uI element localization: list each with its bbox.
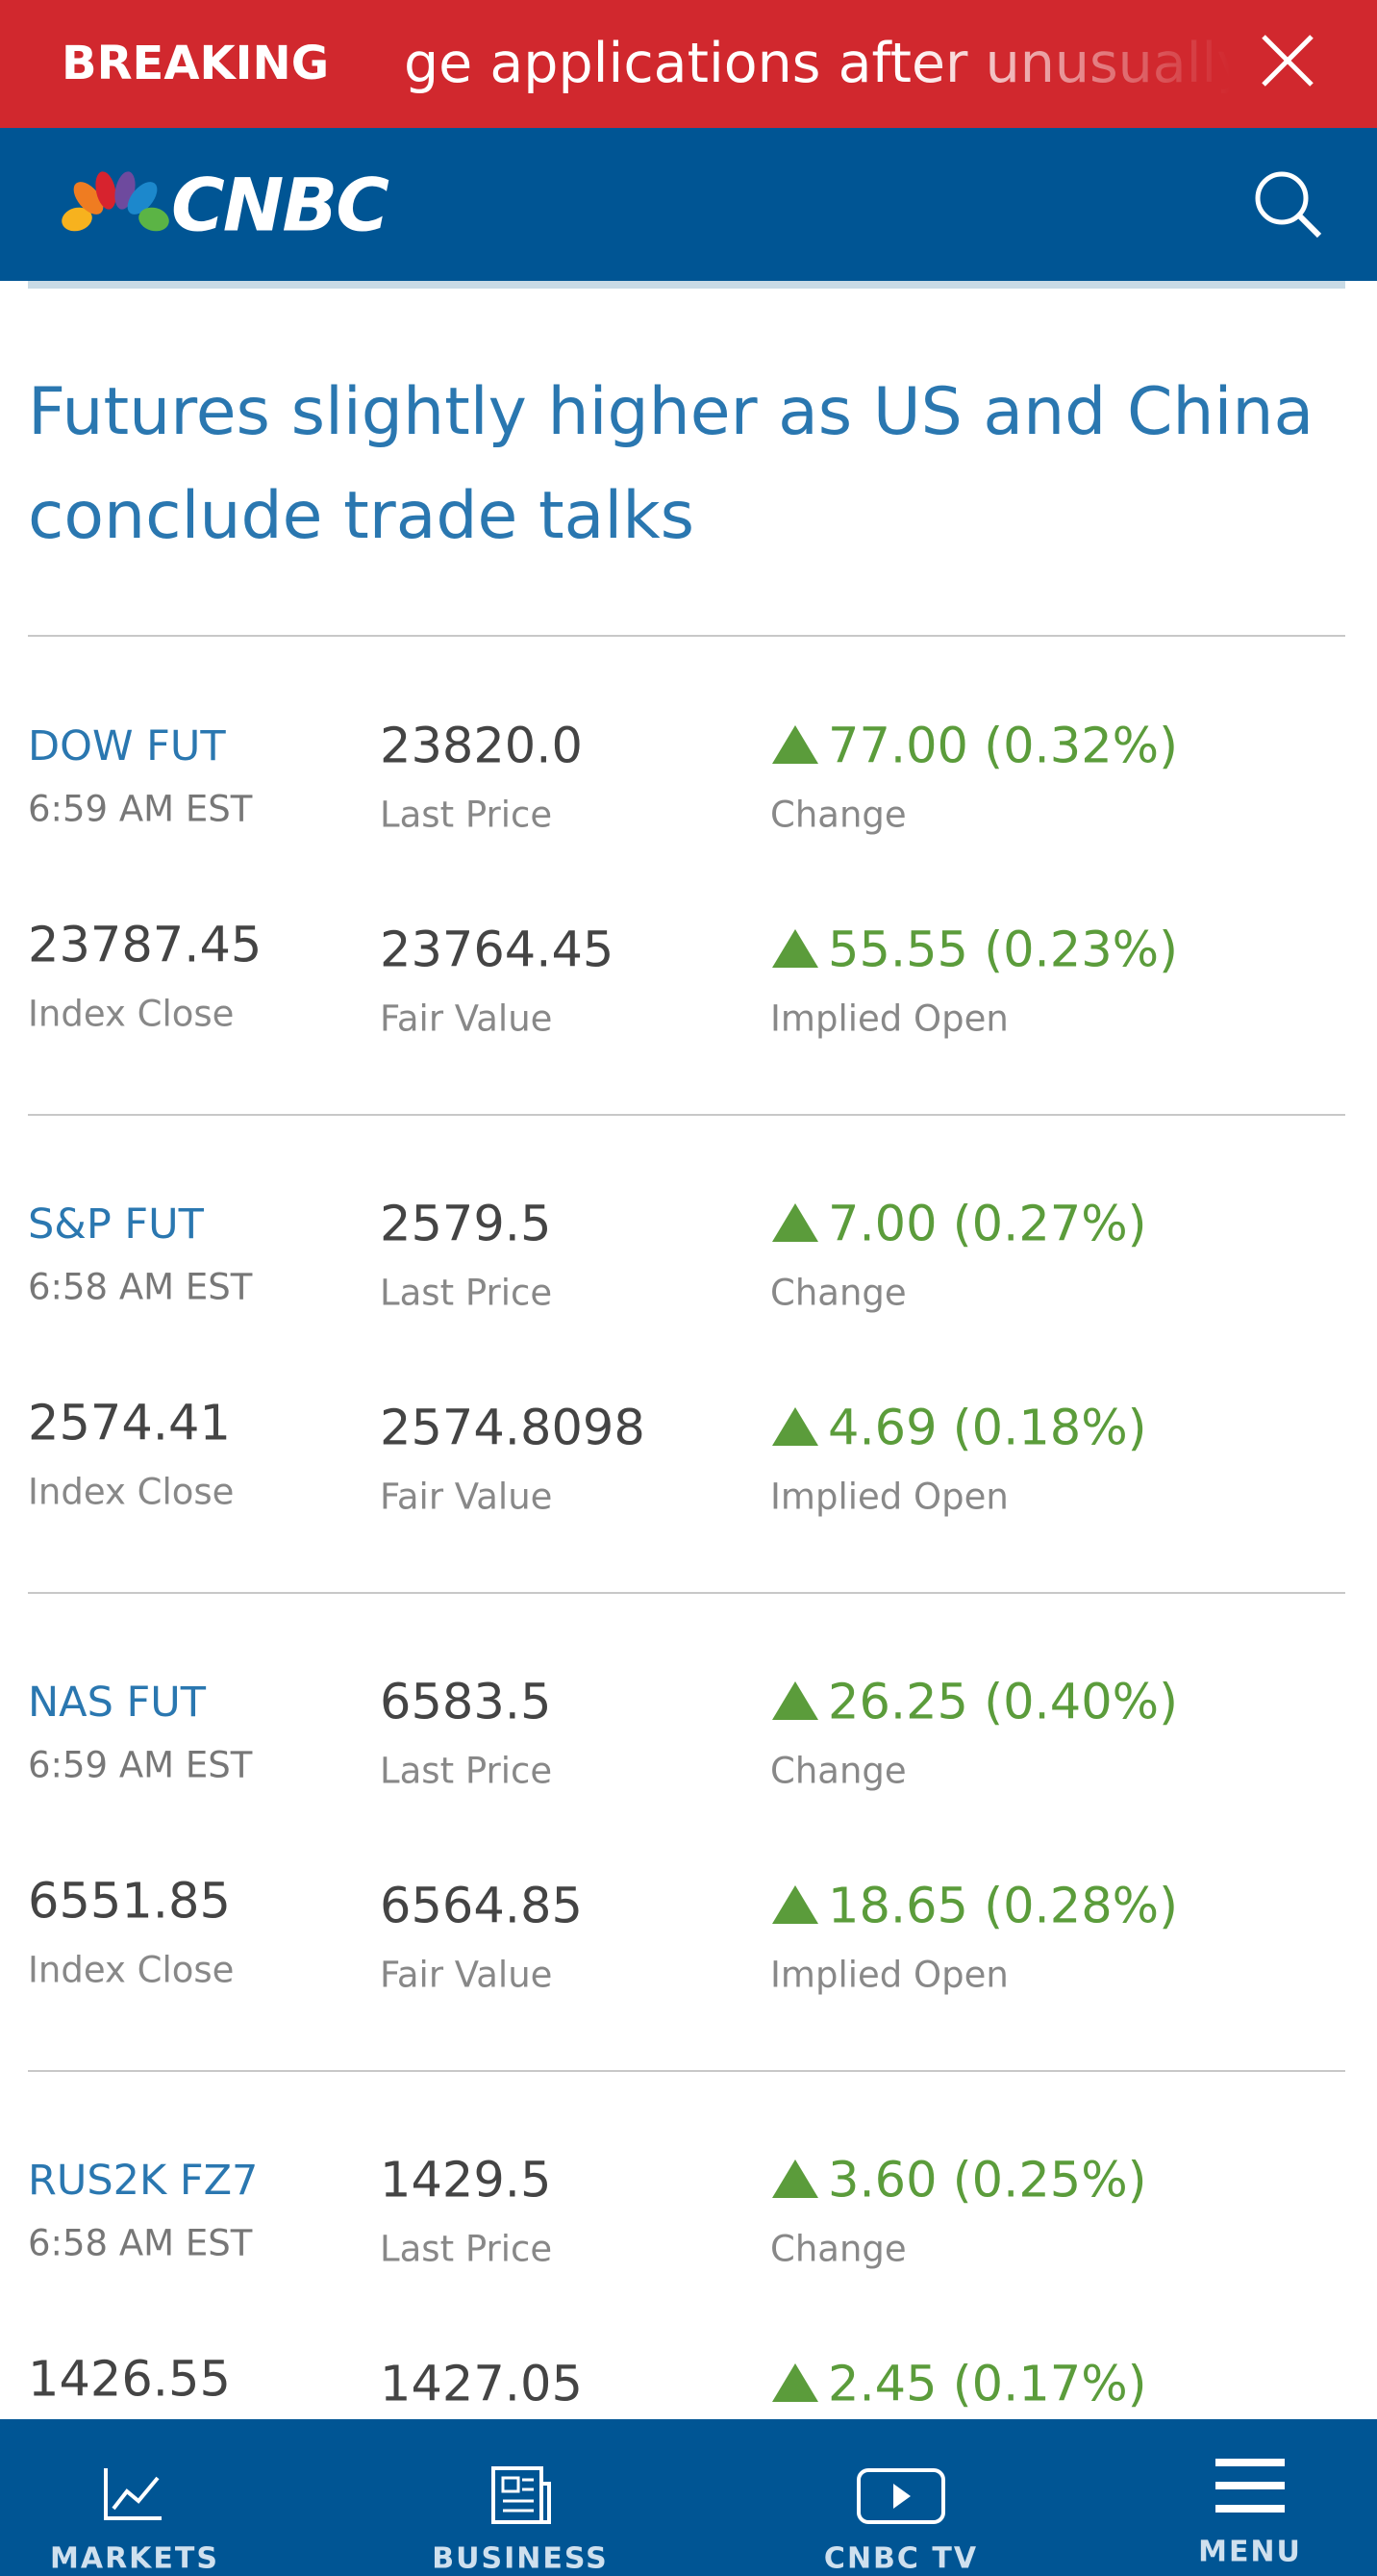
divider xyxy=(28,1114,1345,1116)
nav-label[interactable]: MARKETS xyxy=(50,2541,219,2576)
breaking-bar[interactable]: BREAKING ge applications after unusually xyxy=(0,0,1377,128)
last-price: 1429.5 xyxy=(380,2152,552,2210)
implied-open-label: Implied Open xyxy=(770,1476,1009,1518)
implied-open-label: Implied Open xyxy=(770,1954,1009,1996)
nav-icon xyxy=(104,2468,162,2520)
implied-open: 18.65 (0.28%) xyxy=(828,1878,1179,1935)
breaking-ticker: ge applications after unusually xyxy=(404,32,1231,95)
fair-value-label: Fair Value xyxy=(380,1954,553,1996)
up-arrow xyxy=(772,1203,818,1242)
change-label: Change xyxy=(770,1750,907,1792)
close-icon[interactable] xyxy=(1260,33,1315,88)
fair-value-label: Fair Value xyxy=(380,1476,553,1518)
up-arrow xyxy=(772,1885,818,1924)
index-close: 6551.85 xyxy=(28,1873,231,1931)
up-arrow xyxy=(772,2363,818,2402)
fair-value-label: Fair Value xyxy=(380,998,553,1040)
change: 3.60 (0.25%) xyxy=(828,2152,1147,2210)
last-price: 6583.5 xyxy=(380,1674,552,1731)
divider xyxy=(28,1592,1345,1594)
nav-icon xyxy=(857,2468,945,2524)
change-label: Change xyxy=(770,794,907,836)
nav-icon xyxy=(491,2466,551,2524)
quote-name: RUS2K FZ7 xyxy=(28,2157,259,2205)
nav-label[interactable]: MENU xyxy=(1198,2535,1302,2569)
index-close: 2574.41 xyxy=(28,1395,231,1452)
last-price-label: Last Price xyxy=(380,794,553,836)
implied-open: 4.69 (0.18%) xyxy=(828,1400,1147,1457)
fair-value: 1427.05 xyxy=(380,2356,583,2413)
quote-time: 6:59 AM EST xyxy=(28,1744,253,1786)
index-close: 23787.45 xyxy=(28,917,263,974)
quote-time: 6:58 AM EST xyxy=(28,1266,253,1308)
peacock-logo xyxy=(62,171,169,232)
divider xyxy=(28,2070,1345,2072)
breaking-label: BREAKING xyxy=(62,37,330,90)
quote-name: S&P FUT xyxy=(28,1200,204,1249)
last-price: 23820.0 xyxy=(380,718,583,775)
quote-name: DOW FUT xyxy=(28,722,226,770)
nav-icon xyxy=(1215,2459,1285,2513)
fair-value: 6564.85 xyxy=(380,1878,583,1935)
last-price-label: Last Price xyxy=(380,1750,553,1792)
search-icon[interactable] xyxy=(1250,166,1327,243)
implied-open: 2.45 (0.17%) xyxy=(828,2356,1147,2413)
index-close-label: Index Close xyxy=(28,993,235,1035)
fair-value: 23764.45 xyxy=(380,922,614,979)
header: CNBC xyxy=(0,128,1377,281)
change: 26.25 (0.40%) xyxy=(828,1674,1179,1731)
index-close-label: Index Close xyxy=(28,1471,235,1513)
implied-open: 55.55 (0.23%) xyxy=(828,922,1179,979)
bottom-nav: MARKETS BUSINESS CNBC TV MENU xyxy=(0,2419,1377,2576)
change-label: Change xyxy=(770,1272,907,1314)
up-arrow xyxy=(772,1681,818,1720)
up-arrow xyxy=(772,929,818,968)
divider-strip xyxy=(28,281,1345,289)
last-price-label: Last Price xyxy=(380,2228,553,2270)
implied-open-label: Implied Open xyxy=(770,998,1009,1040)
quote-name: NAS FUT xyxy=(28,1679,207,1727)
change-label: Change xyxy=(770,2228,907,2270)
nav-label[interactable]: CNBC TV xyxy=(823,2541,979,2576)
nav-label[interactable]: BUSINESS xyxy=(432,2541,609,2576)
quote-time: 6:58 AM EST xyxy=(28,2222,253,2264)
change: 7.00 (0.27%) xyxy=(828,1196,1147,1253)
last-price: 2579.5 xyxy=(380,1196,552,1253)
quote-time: 6:59 AM EST xyxy=(28,788,253,830)
fair-value: 2574.8098 xyxy=(380,1400,645,1457)
up-arrow xyxy=(772,2159,818,2198)
headline: Futures slightly higher as US and China … xyxy=(28,374,1314,554)
index-close: 1426.55 xyxy=(28,2351,231,2409)
divider xyxy=(28,635,1345,637)
last-price-label: Last Price xyxy=(380,1272,553,1314)
change: 77.00 (0.32%) xyxy=(828,718,1179,775)
up-arrow xyxy=(772,725,818,764)
up-arrow xyxy=(772,1407,818,1446)
logo-text: CNBC xyxy=(171,162,389,248)
index-close-label: Index Close xyxy=(28,1949,235,1991)
